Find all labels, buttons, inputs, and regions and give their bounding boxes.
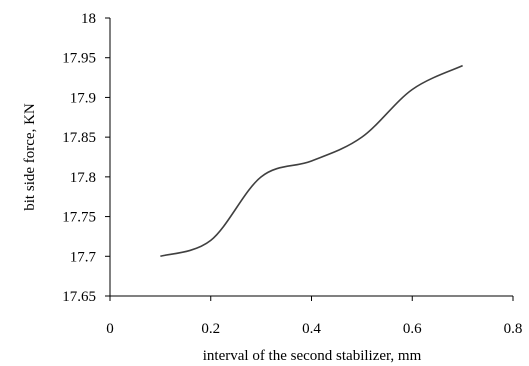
y-tick-label: 17.7 [70,249,97,265]
x-tick-label: 0.6 [403,321,422,337]
y-tick-label: 18 [81,11,96,27]
y-axis-title: bit side force, KN [22,103,38,211]
y-tick-label: 17.95 [62,51,96,67]
axes [105,17,514,301]
y-tick-labels: 17.65 17.7 17.75 17.8 17.85 17.9 17.95 18 [62,11,96,305]
x-tick-label: 0 [106,321,114,337]
y-tick-label: 17.65 [62,289,96,305]
y-tick-label: 17.8 [70,170,96,186]
y-tick-label: 17.85 [62,130,96,146]
x-tick-label: 0.4 [302,321,321,337]
y-tick-label: 17.75 [62,210,96,226]
x-tick-labels: 0 0.2 0.4 0.6 0.8 [106,321,522,337]
series-line [160,64,463,258]
x-tick-label: 0.8 [504,321,523,337]
x-axis-title: interval of the second stabilizer, mm [203,348,422,364]
series-layer [160,64,463,258]
x-tick-label: 0.2 [201,321,220,337]
y-tick-label: 17.9 [70,90,96,106]
